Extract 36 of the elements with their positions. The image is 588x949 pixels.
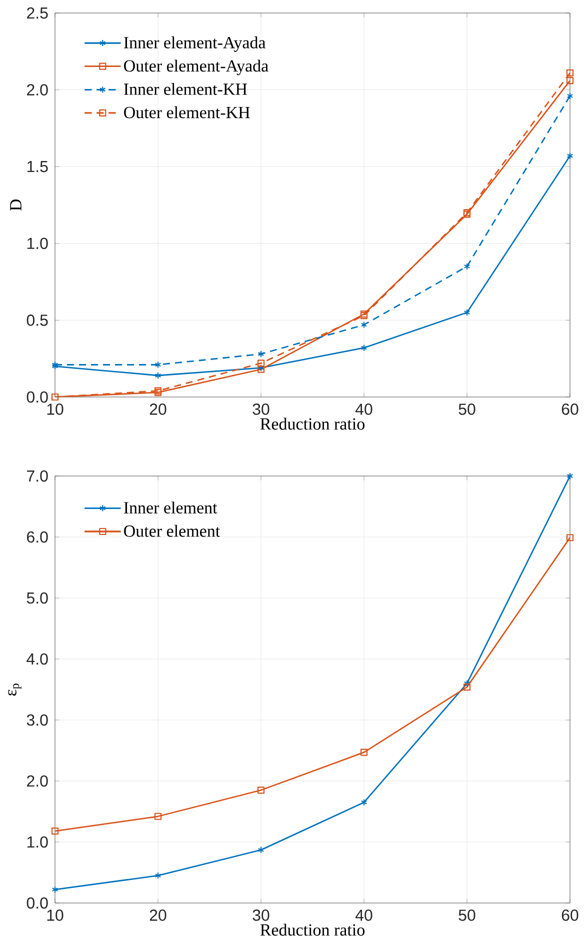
y-tick-label: 0.5 xyxy=(26,314,48,326)
y-tick-label: 1.0 xyxy=(27,238,48,250)
y-tick-label: 0.0 xyxy=(26,391,48,403)
x-tick-label: 40 xyxy=(355,404,372,415)
legend-label: Outer element-KH xyxy=(124,106,250,118)
y-tick-label: 1.5 xyxy=(27,161,48,172)
y-tick-label: 5.0 xyxy=(26,592,48,604)
y-tick-label: 2.0 xyxy=(27,775,48,787)
y-tick-label: 1.0 xyxy=(27,836,48,848)
x-tick-label: 20 xyxy=(150,910,166,921)
y-tick-label: 2.5 xyxy=(27,7,48,19)
x-axis-title: Reduction ratio xyxy=(260,418,364,430)
x-axis-title: Reduction ratio xyxy=(260,924,365,936)
legend-label: Inner element-Ayada xyxy=(124,36,266,52)
y-tick-label: 0.0 xyxy=(26,897,48,909)
y-tick-label: 6.0 xyxy=(27,531,48,543)
x-tick-label: 10 xyxy=(47,404,64,415)
x-tick-label: 60 xyxy=(562,404,578,415)
x-tick-label: 60 xyxy=(562,910,578,921)
y-axis-title: D xyxy=(10,200,22,211)
legend-label: Outer element xyxy=(124,524,220,537)
y-tick-label: 7.0 xyxy=(27,470,48,482)
x-tick-label: 20 xyxy=(150,404,166,415)
x-tick-label: 30 xyxy=(252,404,270,415)
legend-label: Inner element xyxy=(124,502,218,514)
y-tick-label: 2.0 xyxy=(27,84,48,96)
x-tick-label: 50 xyxy=(458,910,476,921)
y-axis-title: ε$_{p}$ xyxy=(8,684,22,696)
x-tick-label: 10 xyxy=(47,910,64,921)
x-tick-label: 40 xyxy=(355,910,372,921)
legend-label: Inner element-KH xyxy=(124,83,247,95)
y-tick-label: 4.0 xyxy=(26,653,48,665)
legend-label: Outer element-Ayada xyxy=(124,60,268,76)
x-tick-label: 50 xyxy=(458,404,476,415)
y-tick-label: 3.0 xyxy=(26,714,48,726)
x-tick-label: 30 xyxy=(252,910,270,921)
